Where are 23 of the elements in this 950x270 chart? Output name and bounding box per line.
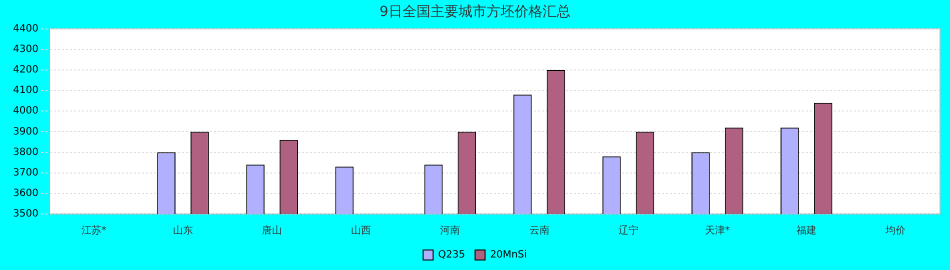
legend-label: 20MnSi [490,250,527,261]
x-tick-label: 均价 [884,224,906,237]
x-tick-label: 山西 [351,224,372,237]
chart-title: 9日全国主要城市方坯价格汇总 [380,4,570,20]
x-tick-label: 唐山 [262,224,282,237]
y-tick-label: 4100 [12,85,38,96]
y-tick-label: 4400 [12,23,38,34]
x-tick-label: 河南 [440,224,460,237]
y-tick-label: 3700 [12,167,38,178]
x-tick-label: 天津* [704,224,730,237]
x-tick-label: 山东 [173,224,194,237]
x-tick-label: 福建 [796,224,816,237]
y-tick-label: 3500 [12,208,38,220]
y-tick-label: 3800 [12,146,38,158]
y-tick-label: 3600 [12,188,38,200]
y-tick-label: 3900 [12,126,38,138]
y-tick-label: 4200 [12,64,38,76]
x-tick-label: 云南 [529,224,550,237]
y-tick-label: 4300 [12,44,38,55]
x-tick-label: 辽宁 [618,224,638,237]
y-tick-label: 4000 [12,106,38,117]
legend-label: Q235 [438,250,466,261]
x-tick-label: 江苏* [81,224,106,237]
